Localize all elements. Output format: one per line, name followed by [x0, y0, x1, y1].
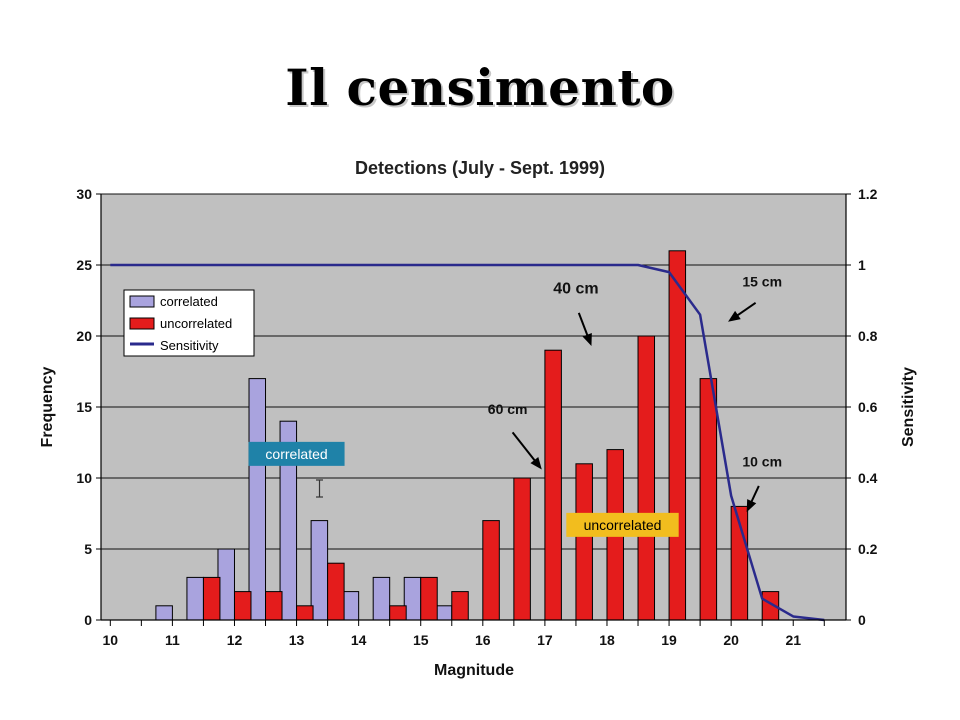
bar-uncorrelated-11: [451, 591, 469, 621]
legend-swatch-uncorrelated: [129, 317, 155, 330]
y2-tick-label-2: 0.4: [858, 470, 878, 486]
bar-uncorrelated-14: [544, 349, 562, 621]
bar-uncorrelated-3: [202, 576, 221, 621]
y-tick-label-0: 0: [84, 612, 92, 628]
bar-correlated-2: [155, 605, 173, 621]
y-tick-label-5: 25: [76, 257, 92, 273]
y2-tick-label-0: 0: [858, 612, 866, 628]
bars-group: [155, 250, 780, 621]
y-tick-label-4: 20: [76, 328, 92, 344]
bar-uncorrelated-4: [233, 591, 252, 621]
annotation-arrowhead-1: [530, 456, 542, 470]
y2-tick-label-5: 1: [858, 257, 866, 273]
bar-correlated-3: [186, 576, 204, 621]
x-axis-label: Magnitude: [434, 662, 514, 679]
slide-title: Il censimento: [285, 58, 675, 117]
x-tick-label-9: 19: [661, 632, 677, 648]
x-tick-label-4: 14: [351, 632, 367, 648]
legend-label-uncorrelated: uncorrelated: [160, 316, 232, 331]
bar-uncorrelated-10: [420, 576, 438, 621]
x-tick-label-1: 11: [165, 632, 180, 648]
y-tick-label-1: 5: [84, 541, 92, 557]
callout-box-0: [248, 441, 345, 466]
annotation-1: 60 cm: [488, 401, 528, 417]
callout-label-1: uncorrelated: [584, 517, 662, 533]
y2-tick-label-6: 1.2: [858, 186, 878, 202]
y-axis-label: Frequency: [39, 366, 56, 447]
annotation-3: 10 cm: [742, 454, 782, 470]
x-tick-label-2: 12: [227, 632, 243, 648]
annotation-arrowhead-2: [728, 310, 741, 322]
bar-uncorrelated-18: [668, 250, 687, 621]
sensitivity-line: [110, 263, 825, 622]
x-tick-label-3: 13: [289, 632, 305, 648]
y-tick-label-2: 10: [76, 470, 92, 486]
text-cursor-icon: [316, 479, 323, 498]
bar-correlated-4: [217, 548, 235, 621]
bar-uncorrelated-5: [265, 591, 283, 621]
bar-uncorrelated-12: [482, 520, 500, 621]
x-tick-label-6: 16: [475, 632, 491, 648]
bar-uncorrelated-7: [327, 562, 345, 621]
y2-tick-label-1: 0.2: [858, 541, 878, 557]
bar-uncorrelated-9: [389, 605, 407, 621]
annotation-arrow-1: [511, 431, 539, 466]
bar-correlated-10: [403, 576, 422, 621]
annotation-2: 15 cm: [742, 273, 782, 289]
x-tick-label-0: 10: [103, 632, 119, 648]
y-tick-label-6: 30: [76, 186, 92, 202]
bar-correlated-8: [341, 591, 360, 621]
annotation-0: 40 cm: [553, 280, 598, 297]
legend-swatch-correlated: [129, 295, 155, 308]
x-tick-label-10: 20: [723, 632, 739, 648]
legend-label-correlated: correlated: [160, 294, 218, 309]
bar-correlated-7: [310, 520, 329, 621]
x-tick-label-5: 15: [413, 632, 429, 648]
sensitivity-line-group: [110, 263, 825, 622]
x-tick-label-11: 21: [785, 632, 801, 648]
legend-label-sensitivity: Sensitivity: [160, 338, 219, 353]
y2-tick-label-3: 0.6: [858, 399, 878, 415]
chart-title: Detections (July - Sept. 1999): [355, 158, 605, 178]
y2-tick-label-4: 0.8: [858, 328, 878, 344]
x-tick-label-7: 17: [537, 632, 553, 648]
bar-uncorrelated-17: [637, 335, 656, 621]
axes-group: 0 5 10 15 20 25 30 0 0.2 0.4 0.6 0.8 1 1.2 10 11 12 13 14 1…: [76, 186, 877, 648]
callout-box-1: [566, 512, 679, 537]
y2-axis-label: Sensitivity: [900, 367, 917, 447]
bar-uncorrelated-6: [296, 605, 314, 621]
callout-label-0: correlated: [265, 446, 327, 462]
y-tick-label-3: 15: [76, 399, 92, 415]
bar-correlated-9: [372, 576, 391, 621]
legend: correlated uncorrelated Sensitivity: [123, 289, 255, 357]
annotation-arrowhead-0: [582, 332, 592, 346]
annotation-arrowhead-3: [746, 499, 757, 513]
x-tick-label-8: 18: [599, 632, 615, 648]
bar-uncorrelated-15: [575, 463, 593, 621]
bar-correlated-11: [434, 605, 453, 621]
bar-uncorrelated-13: [513, 477, 531, 621]
bar-uncorrelated-19: [699, 378, 718, 621]
bar-correlated-5: [248, 378, 267, 621]
annotations-group: 40 cm 60 cm 15 cm 10 cm correlated uncorrelat…: [248, 273, 782, 537]
